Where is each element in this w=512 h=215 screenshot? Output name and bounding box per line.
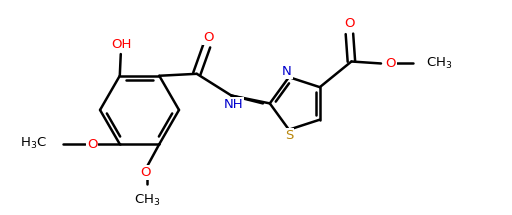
Text: O: O xyxy=(344,17,355,31)
Text: NH: NH xyxy=(223,98,243,111)
Text: S: S xyxy=(285,129,293,142)
Text: CH$_3$: CH$_3$ xyxy=(426,56,453,71)
Text: H$_3$C: H$_3$C xyxy=(20,136,47,151)
Text: N: N xyxy=(282,65,292,78)
Text: O: O xyxy=(140,166,151,179)
Text: O: O xyxy=(87,138,97,151)
Text: OH: OH xyxy=(112,38,132,51)
Text: O: O xyxy=(386,57,396,70)
Text: O: O xyxy=(203,31,214,44)
Text: CH$_3$: CH$_3$ xyxy=(134,193,161,208)
